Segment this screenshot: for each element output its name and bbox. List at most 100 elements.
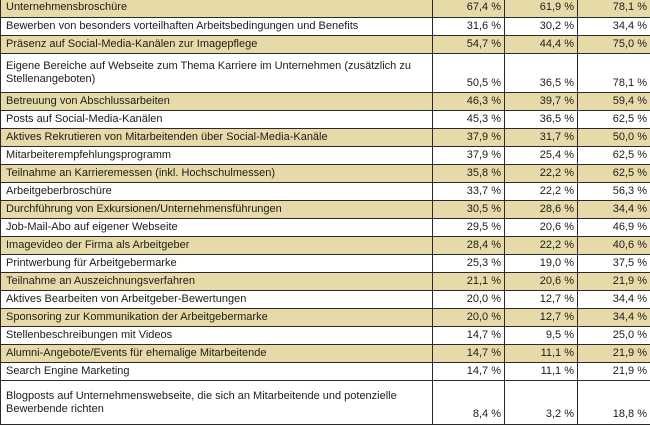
value-cell-1: 25,3 % (432, 254, 505, 273)
row-label: Printwerbung für Arbeitgebermarke (0, 254, 433, 273)
value-cell-3: 34,4 % (577, 200, 650, 219)
value-cell-2: 36,5 % (504, 53, 578, 93)
value-cell-3: 34,4 % (577, 17, 650, 36)
value-cell-3: 78,1 % (577, 0, 650, 18)
value-cell-3: 75,0 % (577, 35, 650, 54)
table-row: Betreuung von Abschlussarbeiten 46,3 % 39,… (0, 92, 650, 111)
table-row: Blogposts auf Unternehmenswebseite, die … (0, 380, 650, 425)
table-row: Stellenbeschreibungen mit Videos 14,7 % 9,… (0, 326, 650, 345)
value-cell-3: 62,5 % (577, 146, 650, 165)
row-label: Posts auf Social-Media-Kanälen (0, 110, 433, 129)
value-cell-3: 56,3 % (577, 182, 650, 201)
value-cell-1: 50,5 % (432, 53, 505, 93)
row-label: Stellenbeschreibungen mit Videos (0, 326, 433, 345)
value-cell-2: 12,7 % (504, 290, 578, 309)
row-label: Betreuung von Abschlussarbeiten (0, 92, 433, 111)
table-row: Printwerbung für Arbeitgebermarke 25,3 % 1… (0, 254, 650, 273)
value-cell-1: 14,7 % (432, 344, 505, 363)
value-cell-2: 61,9 % (504, 0, 578, 18)
value-cell-3: 40,6 % (577, 236, 650, 255)
value-cell-3: 62,5 % (577, 164, 650, 183)
row-label: Teilnahme an Karrieremessen (inkl. Hochs… (0, 164, 433, 183)
value-cell-1: 21,1 % (432, 272, 505, 291)
value-cell-1: 33,7 % (432, 182, 505, 201)
row-label: Search Engine Marketing (0, 362, 433, 381)
value-cell-3: 46,9 % (577, 218, 650, 237)
table-row: Präsenz auf Social-Media-Kanälen zur Ima… (0, 35, 650, 54)
value-cell-2: 11,1 % (504, 344, 578, 363)
row-label: Aktives Rekrutieren von Mitarbeitenden ü… (0, 128, 433, 147)
value-cell-2: 22,2 % (504, 182, 578, 201)
value-cell-2: 12,7 % (504, 308, 578, 327)
value-cell-3: 50,0 % (577, 128, 650, 147)
value-cell-2: 31,7 % (504, 128, 578, 147)
value-cell-2: 19,0 % (504, 254, 578, 273)
table-row: Teilnahme an Auszeichnungsverfahren 21,1 … (0, 272, 650, 291)
table-row: Posts auf Social-Media-Kanälen 45,3 % 36,5… (0, 110, 650, 129)
row-label: Aktives Bearbeiten von Arbeitgeber-Bewer… (0, 290, 433, 309)
row-label: Job-Mail-Abo auf eigener Webseite (0, 218, 433, 237)
row-label: Imagevideo der Firma als Arbeitgeber (0, 236, 433, 255)
value-cell-3: 25,0 % (577, 326, 650, 345)
value-cell-2: 36,5 % (504, 110, 578, 129)
value-cell-2: 22,2 % (504, 164, 578, 183)
value-cell-3: 59,4 % (577, 92, 650, 111)
value-cell-1: 30,5 % (432, 200, 505, 219)
value-cell-2: 25,4 % (504, 146, 578, 165)
value-cell-3: 34,4 % (577, 308, 650, 327)
value-cell-1: 29,5 % (432, 218, 505, 237)
value-cell-1: 8,4 % (432, 380, 505, 425)
row-label: Präsenz auf Social-Media-Kanälen zur Ima… (0, 35, 433, 54)
value-cell-1: 46,3 % (432, 92, 505, 111)
table-row: Arbeitgeberbroschüre 33,7 % 22,2 % 56,3 % (0, 182, 650, 201)
row-label: Unternehmensbroschüre (0, 0, 433, 18)
row-label: Blogposts auf Unternehmenswebseite, die … (0, 380, 433, 425)
row-label: Bewerben von besonders vorteilhaften Arb… (0, 17, 433, 36)
value-cell-3: 18,8 % (577, 380, 650, 425)
table-row: Durchführung von Exkursionen/Unternehmen… (0, 200, 650, 219)
value-cell-1: 54,7 % (432, 35, 505, 54)
table-row: Mitarbeiterempfehlungsprogramm 37,9 % 25,4… (0, 146, 650, 165)
row-label: Eigene Bereiche auf Webseite zum Thema K… (0, 53, 433, 93)
value-cell-1: 45,3 % (432, 110, 505, 129)
table-row: Job-Mail-Abo auf eigener Webseite 29,5 % 2… (0, 218, 650, 237)
table-row: Search Engine Marketing 14,7 % 11,1 % 21,9 … (0, 362, 650, 381)
table-row: Unternehmensbroschüre 67,4 % 61,9 % 78,1 % (0, 0, 650, 18)
value-cell-1: 20,0 % (432, 308, 505, 327)
value-cell-1: 31,6 % (432, 17, 505, 36)
row-label: Sponsoring zur Kommunikation der Arbeitg… (0, 308, 433, 327)
value-cell-2: 22,2 % (504, 236, 578, 255)
row-label: Durchführung von Exkursionen/Unternehmen… (0, 200, 433, 219)
row-label: Mitarbeiterempfehlungsprogramm (0, 146, 433, 165)
value-cell-1: 20,0 % (432, 290, 505, 309)
value-cell-1: 14,7 % (432, 362, 505, 381)
table-row: Teilnahme an Karrieremessen (inkl. Hochs… (0, 164, 650, 183)
table-row: Eigene Bereiche auf Webseite zum Thema K… (0, 53, 650, 93)
table-row: Aktives Bearbeiten von Arbeitgeber-Bewer… (0, 290, 650, 309)
value-cell-2: 20,6 % (504, 218, 578, 237)
value-cell-3: 78,1 % (577, 53, 650, 93)
value-cell-3: 62,5 % (577, 110, 650, 129)
value-cell-3: 37,5 % (577, 254, 650, 273)
value-cell-3: 21,9 % (577, 344, 650, 363)
value-cell-1: 37,9 % (432, 128, 505, 147)
row-label: Arbeitgeberbroschüre (0, 182, 433, 201)
value-cell-3: 21,9 % (577, 272, 650, 291)
value-cell-2: 44,4 % (504, 35, 578, 54)
value-cell-2: 30,2 % (504, 17, 578, 36)
table-row: Imagevideo der Firma als Arbeitgeber 28,4… (0, 236, 650, 255)
value-cell-1: 35,8 % (432, 164, 505, 183)
value-cell-3: 21,9 % (577, 362, 650, 381)
value-cell-1: 67,4 % (432, 0, 505, 18)
table-row: Sponsoring zur Kommunikation der Arbeitg… (0, 308, 650, 327)
table-row: Aktives Rekrutieren von Mitarbeitenden ü… (0, 128, 650, 147)
row-label: Teilnahme an Auszeichnungsverfahren (0, 272, 433, 291)
value-cell-1: 28,4 % (432, 236, 505, 255)
value-cell-1: 14,7 % (432, 326, 505, 345)
value-cell-3: 34,4 % (577, 290, 650, 309)
value-cell-2: 39,7 % (504, 92, 578, 111)
row-label: Alumni-Angebote/Events für ehemalige Mit… (0, 344, 433, 363)
table-row: Bewerben von besonders vorteilhaften Arb… (0, 17, 650, 36)
value-cell-2: 28,6 % (504, 200, 578, 219)
